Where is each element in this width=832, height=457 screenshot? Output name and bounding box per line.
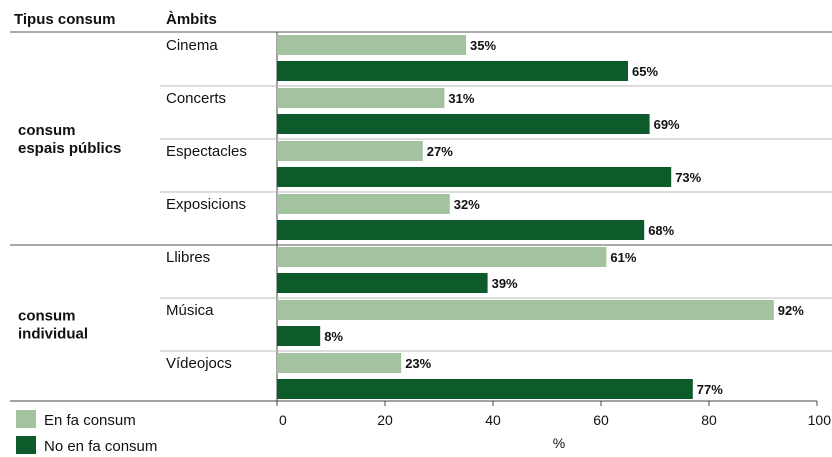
group-label-0: consum espais públics: [18, 122, 121, 157]
data-label: 61%: [610, 250, 636, 265]
header-category-col: Àmbits: [166, 11, 217, 28]
data-label: 39%: [492, 276, 518, 291]
legend-swatch-no-en-fa-consum: [16, 436, 36, 454]
x-tick-label: 20: [377, 412, 393, 428]
bar-en-fa-consum: [277, 141, 423, 161]
bar-no-en-fa-consum: [277, 114, 650, 134]
bar-en-fa-consum: [277, 300, 774, 320]
x-tick-label: 80: [701, 412, 717, 428]
x-tick-label: 0: [279, 412, 287, 428]
data-label: 92%: [778, 303, 804, 318]
bar-no-en-fa-consum: [277, 61, 628, 81]
bar-en-fa-consum: [277, 353, 402, 373]
data-label: 73%: [675, 170, 701, 185]
bar-en-fa-consum: [277, 35, 466, 55]
data-label: 23%: [405, 356, 431, 371]
data-label: 32%: [454, 197, 480, 212]
data-label: 8%: [324, 329, 343, 344]
category-label: Música: [166, 302, 214, 319]
bar-no-en-fa-consum: [277, 220, 645, 240]
data-label: 31%: [448, 91, 474, 106]
data-label: 65%: [632, 64, 658, 79]
category-label: Exposicions: [166, 196, 246, 213]
category-label: Cinema: [166, 37, 218, 54]
x-axis-title: %: [553, 435, 565, 451]
category-label: Vídeojocs: [166, 355, 232, 372]
x-tick-label: 60: [593, 412, 609, 428]
bar-en-fa-consum: [277, 88, 445, 108]
bar-no-en-fa-consum: [277, 167, 672, 187]
category-label: Concerts: [166, 90, 226, 107]
group-label-1: consum individual: [18, 308, 88, 343]
data-label: 35%: [470, 38, 496, 53]
category-label: Llibres: [166, 249, 210, 266]
data-label: 69%: [654, 117, 680, 132]
x-tick-label: 100: [808, 412, 832, 428]
bar-en-fa-consum: [277, 194, 450, 214]
data-label: 68%: [648, 223, 674, 238]
data-label: 27%: [427, 144, 453, 159]
category-label: Espectacles: [166, 143, 247, 160]
data-label: 77%: [697, 382, 723, 397]
header-group-col: Tipus consum: [14, 11, 115, 28]
bar-no-en-fa-consum: [277, 379, 693, 399]
bar-no-en-fa-consum: [277, 326, 321, 346]
x-tick-label: 40: [485, 412, 501, 428]
bar-en-fa-consum: [277, 247, 607, 267]
legend-swatch-en-fa-consum: [16, 410, 36, 428]
legend-label: No en fa consum: [44, 438, 157, 455]
legend-label: En fa consum: [44, 412, 136, 429]
bar-no-en-fa-consum: [277, 273, 488, 293]
